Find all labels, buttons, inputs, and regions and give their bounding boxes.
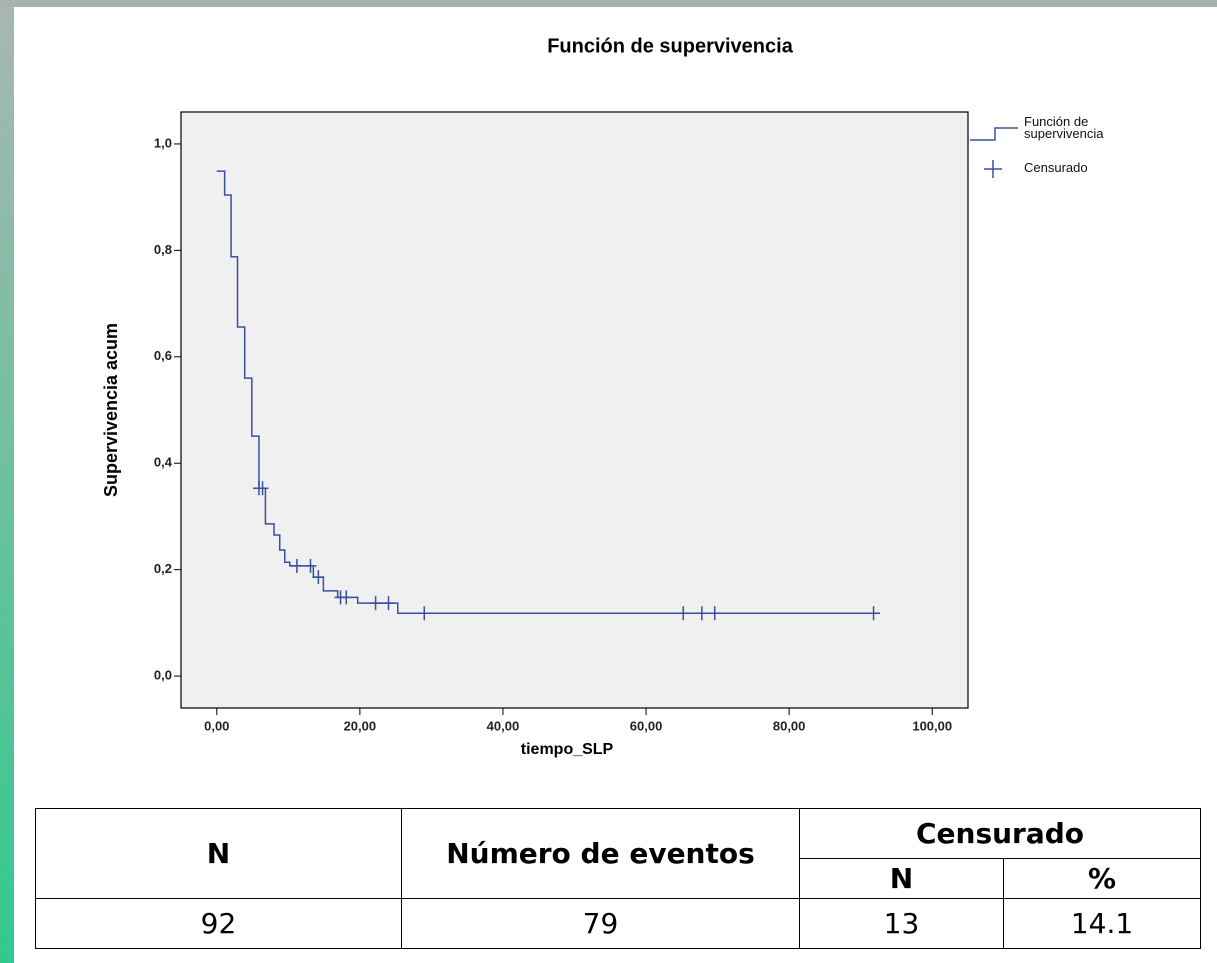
censor-mark <box>340 590 353 605</box>
y-tick-label: 0,0 <box>154 668 172 683</box>
survival-curve <box>216 170 880 615</box>
side-strip <box>0 0 14 963</box>
summary-table: N Número de eventos Censurado N % 92 79 … <box>35 808 1201 949</box>
x-tick-label: 40,00 <box>487 718 520 733</box>
censor-mark <box>708 606 721 621</box>
censor-mark <box>382 596 395 611</box>
data-cell: 13 <box>799 898 1004 949</box>
y-tick-label: 0,2 <box>154 561 172 576</box>
censor-mark <box>312 570 325 585</box>
header-cell: N <box>35 808 402 899</box>
subheader-cell: N <box>799 858 1004 899</box>
y-tick-label: 0,4 <box>154 455 173 470</box>
legend-label: Función de supervivencia <box>1024 114 1104 141</box>
censor-mark <box>677 606 690 621</box>
y-tick-label: 1,0 <box>154 135 172 150</box>
censor-mark <box>867 606 880 621</box>
censor-mark <box>304 558 317 573</box>
data-cell: 92 <box>35 898 402 949</box>
x-tick-label: 100,00 <box>912 718 952 733</box>
x-tick-label: 20,00 <box>344 718 377 733</box>
data-cell: 79 <box>401 898 800 949</box>
y-tick-label: 0,6 <box>154 348 172 363</box>
data-cell: 14.1 <box>1003 898 1201 949</box>
x-tick-label: 0,00 <box>204 718 229 733</box>
y-axis-label: Supervivencia acum <box>101 323 121 497</box>
x-axis-label: tiempo_SLP <box>521 741 614 758</box>
header-cell: Censurado <box>799 808 1201 859</box>
legend-line-icon <box>970 127 1018 141</box>
censor-mark <box>290 558 303 573</box>
x-tick-label: 80,00 <box>773 718 806 733</box>
legend-censor-icon <box>984 160 1002 178</box>
top-strip <box>0 0 1217 7</box>
x-tick-label: 60,00 <box>630 718 663 733</box>
censor-mark <box>418 606 431 621</box>
censor-mark <box>256 481 269 496</box>
y-tick-label: 0,8 <box>154 242 172 257</box>
legend-label: Censurado <box>1024 160 1088 175</box>
plot-area <box>180 111 969 709</box>
header-cell: Número de eventos <box>401 808 800 899</box>
censor-mark <box>695 606 708 621</box>
chart-title: Función de supervivencia <box>547 35 794 57</box>
chart: Función de supervivencia tiempo_SLP Supe… <box>101 35 1018 758</box>
subheader-cell: % <box>1003 858 1201 899</box>
censor-mark <box>369 596 382 611</box>
